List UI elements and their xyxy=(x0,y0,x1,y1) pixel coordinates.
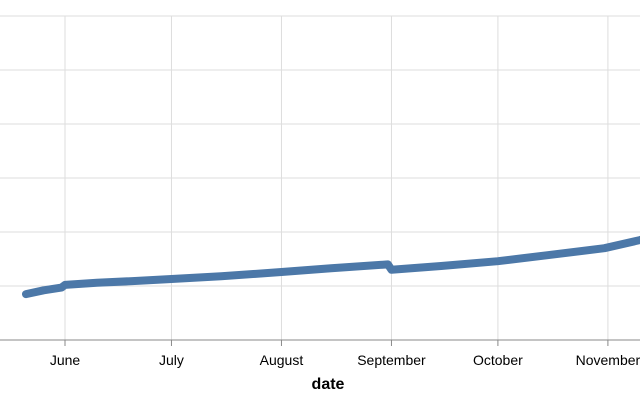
x-tick-label: November xyxy=(576,352,640,368)
x-tick-label: September xyxy=(357,352,426,368)
x-tick-label: August xyxy=(260,352,304,368)
x-axis-title: date xyxy=(312,376,345,393)
x-axis-tick-labels: June July August September October November xyxy=(50,352,640,368)
x-tick-label: October xyxy=(473,352,523,368)
series-line xyxy=(22,235,640,299)
grid xyxy=(0,15,640,341)
x-tick-label: June xyxy=(50,352,81,368)
x-axis-ticks xyxy=(64,340,609,346)
x-tick-label: July xyxy=(159,352,184,368)
